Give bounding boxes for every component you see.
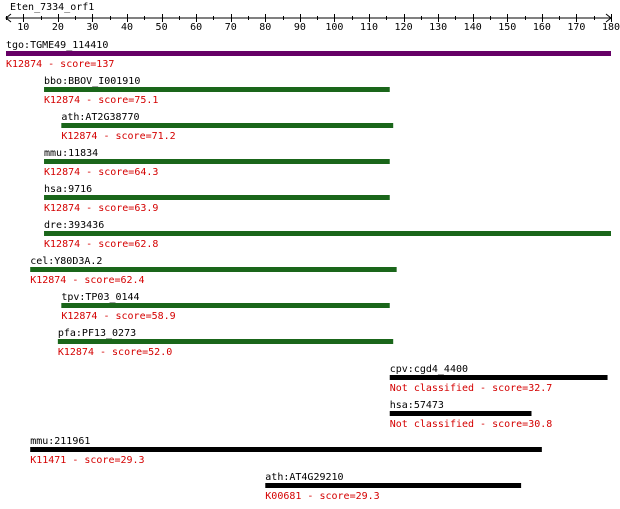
- hit-row[interactable]: dre:393436 K12874 - score=62.8: [44, 220, 612, 250]
- axis-tick-label: 130: [429, 22, 447, 33]
- axis-tick-label: 120: [395, 22, 413, 33]
- hit-row[interactable]: bbo:BBOV_I001910 K12874 - score=75.1: [44, 76, 390, 106]
- hit-row[interactable]: tpv:TP03_0144 K12874 - score=58.9: [61, 292, 390, 322]
- hit-bar[interactable]: [44, 159, 390, 164]
- hit-score-label: K12874 - score=71.2: [61, 131, 175, 142]
- axis-tick-label: 40: [121, 22, 133, 33]
- hit-bar[interactable]: [389, 411, 532, 416]
- hit-name[interactable]: ath:AT4G29210: [265, 472, 343, 483]
- axis-tick-label: 90: [294, 22, 306, 33]
- hit-name[interactable]: mmu:211961: [30, 436, 90, 447]
- hit-bar[interactable]: [44, 231, 612, 236]
- hit-list: tgo:TGME49_114410 K12874 - score=137 bbo:B…: [6, 40, 612, 502]
- axis-tick-label: 60: [190, 22, 202, 33]
- hit-bar[interactable]: [57, 339, 394, 344]
- hit-score-label: K12874 - score=62.4: [30, 275, 144, 286]
- axis-tick-label: 170: [567, 22, 585, 33]
- hit-score-label: K12874 - score=137: [6, 59, 114, 70]
- axis-tick-label: 10: [17, 22, 29, 33]
- hit-bar[interactable]: [265, 483, 522, 488]
- hit-bar[interactable]: [61, 303, 390, 308]
- hit-row[interactable]: cel:Y80D3A.2 K12874 - score=62.4: [30, 256, 397, 286]
- axis-tick-label: 160: [533, 22, 551, 33]
- hit-bar[interactable]: [61, 123, 394, 128]
- hit-score-label: Not classified - score=32.7: [390, 383, 553, 394]
- hit-row[interactable]: hsa:9716 K12874 - score=63.9: [44, 184, 390, 214]
- hit-name[interactable]: tpv:TP03_0144: [61, 292, 139, 303]
- hit-row[interactable]: ath:AT4G29210 K00681 - score=29.3: [265, 472, 522, 502]
- hit-bar[interactable]: [44, 87, 390, 92]
- hit-name[interactable]: tgo:TGME49_114410: [6, 40, 108, 51]
- axis-tick-label: 150: [498, 22, 516, 33]
- hit-name[interactable]: cel:Y80D3A.2: [30, 256, 102, 267]
- hit-bar[interactable]: [30, 447, 542, 452]
- hit-name[interactable]: cpv:cgd4_4400: [390, 364, 468, 375]
- hit-score-label: K11471 - score=29.3: [30, 455, 144, 466]
- hit-name[interactable]: mmu:11834: [44, 148, 98, 159]
- axis-tick-label: 20: [52, 22, 64, 33]
- hit-row[interactable]: hsa:57473 Not classified - score=30.8: [389, 400, 553, 430]
- hit-score-label: K12874 - score=62.8: [44, 239, 158, 250]
- hit-score-label: K12874 - score=75.1: [44, 95, 158, 106]
- hit-score-label: K12874 - score=58.9: [61, 311, 175, 322]
- axis-tick-label: 50: [156, 22, 168, 33]
- hit-row[interactable]: mmu:211961 K11471 - score=29.3: [30, 436, 542, 466]
- hit-name[interactable]: hsa:9716: [44, 184, 92, 195]
- hit-row[interactable]: tgo:TGME49_114410 K12874 - score=137: [6, 40, 611, 70]
- axis-tick-label: 110: [360, 22, 378, 33]
- hit-name[interactable]: hsa:57473: [390, 400, 444, 411]
- hit-name[interactable]: pfa:PF13_0273: [58, 328, 136, 339]
- hit-score-label: K12874 - score=64.3: [44, 167, 158, 178]
- axis-tick-label: 70: [225, 22, 237, 33]
- hit-score-label: K12874 - score=63.9: [44, 203, 158, 214]
- hit-bar[interactable]: [30, 267, 397, 272]
- hit-bar[interactable]: [389, 375, 608, 380]
- hit-bar[interactable]: [6, 51, 611, 56]
- hit-row[interactable]: pfa:PF13_0273 K12874 - score=52.0: [57, 328, 394, 358]
- hit-score-label: Not classified - score=30.8: [390, 419, 553, 430]
- hit-score-label: K12874 - score=52.0: [58, 347, 172, 358]
- hit-name[interactable]: bbo:BBOV_I001910: [44, 76, 140, 87]
- axis-tick-label: 100: [325, 22, 343, 33]
- hit-score-label: K00681 - score=29.3: [265, 491, 379, 502]
- query-title: Eten_7334_orf1: [10, 2, 94, 13]
- hit-row[interactable]: ath:AT2G38770 K12874 - score=71.2: [61, 112, 394, 142]
- hit-row[interactable]: mmu:11834 K12874 - score=64.3: [44, 148, 390, 178]
- axis-tick-label: 80: [259, 22, 271, 33]
- position-axis: 10 20 30 40 50 60 70 80 90 100 110 120 130 140 150 160 1…: [5, 13, 620, 33]
- hit-bar[interactable]: [44, 195, 390, 200]
- axis-tick-label: 30: [86, 22, 98, 33]
- axis-tick-label: 180: [602, 22, 620, 33]
- hit-name[interactable]: ath:AT2G38770: [61, 112, 139, 123]
- hit-name[interactable]: dre:393436: [44, 220, 104, 231]
- hit-row[interactable]: cpv:cgd4_4400 Not classified - score=32.7: [389, 364, 608, 394]
- axis-tick-label: 140: [464, 22, 482, 33]
